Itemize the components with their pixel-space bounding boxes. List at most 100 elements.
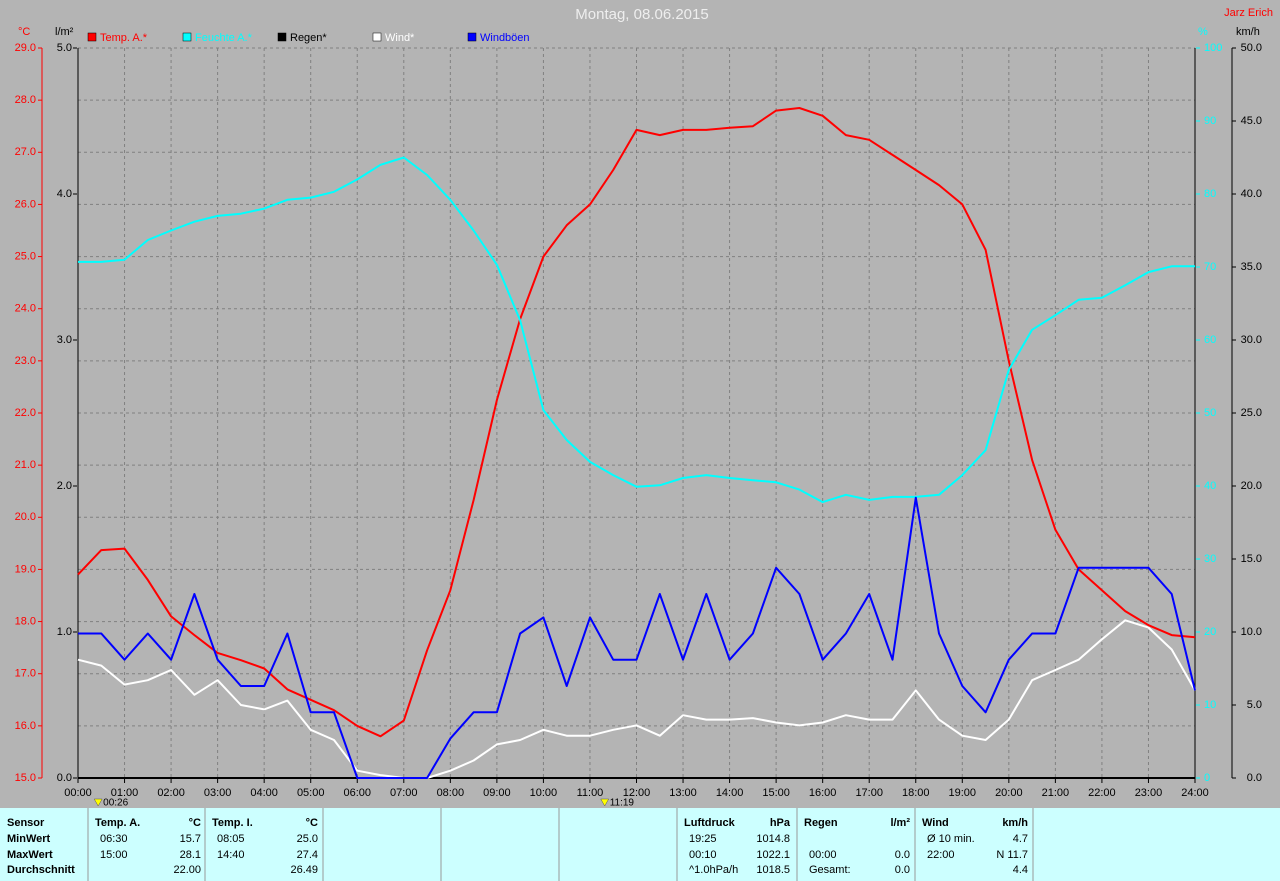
y4-tick-label: 10.0 bbox=[1241, 626, 1262, 638]
x-tick-label: 07:00 bbox=[390, 787, 418, 799]
x-tick-label: 00:00 bbox=[64, 787, 92, 799]
chart-title: Montag, 08.06.2015 bbox=[575, 6, 708, 23]
x-tick-label: 20:00 bbox=[995, 787, 1023, 799]
series-line bbox=[77, 619, 1196, 779]
y3-tick-label: 2.0 bbox=[57, 480, 72, 492]
y2-tick-label: 80 bbox=[1204, 188, 1216, 200]
y-tick-label: 27.0 bbox=[15, 146, 36, 158]
y4-tick-label: 50.0 bbox=[1241, 42, 1262, 54]
cell-value: 0.0 bbox=[895, 849, 910, 861]
cell-label: ^1.0hPa/h bbox=[689, 864, 738, 876]
y2-tick-label: 60 bbox=[1204, 334, 1216, 346]
legend-swatch bbox=[372, 32, 382, 42]
y-tick-label: 18.0 bbox=[15, 615, 36, 627]
row-label: Durchschnitt bbox=[7, 864, 75, 876]
group-unit: °C bbox=[189, 817, 201, 829]
y-tick-label: 29.0 bbox=[15, 42, 36, 54]
cell-label: 06:30 bbox=[100, 833, 128, 845]
x-tick-label: 13:00 bbox=[669, 787, 697, 799]
group-unit: hPa bbox=[770, 817, 791, 829]
cell-label: 00:00 bbox=[809, 849, 837, 861]
x-tick-label: 23:00 bbox=[1135, 787, 1163, 799]
marker-label: 11:19 bbox=[610, 798, 635, 809]
cell-label: 08:05 bbox=[217, 833, 245, 845]
stats-table bbox=[0, 808, 1280, 881]
y-tick-label: 16.0 bbox=[15, 720, 36, 732]
y3-tick-label: 3.0 bbox=[57, 334, 72, 346]
x-tick-label: 08:00 bbox=[437, 787, 465, 799]
y2-tick-label: 70 bbox=[1204, 261, 1216, 273]
y4-tick-label: 25.0 bbox=[1241, 407, 1262, 419]
y2-axis-unit: % bbox=[1198, 26, 1208, 38]
author: Jarz Erich bbox=[1224, 7, 1273, 19]
cell-label: 14:40 bbox=[217, 849, 245, 861]
x-tick-label: 11:00 bbox=[577, 787, 604, 799]
y4-tick-label: 40.0 bbox=[1241, 188, 1262, 200]
x-tick-label: 01:00 bbox=[111, 787, 139, 799]
x-tick-label: 14:00 bbox=[716, 787, 744, 799]
group-name: Temp. A. bbox=[95, 817, 140, 829]
y4-tick-label: 0.0 bbox=[1247, 772, 1262, 784]
y4-tick-label: 30.0 bbox=[1241, 334, 1262, 346]
row-label: MaxWert bbox=[7, 849, 53, 861]
cell-value: 26.49 bbox=[290, 864, 318, 876]
legend-label: Temp. A.* bbox=[100, 32, 148, 44]
legend-label: Wind* bbox=[385, 32, 415, 44]
x-tick-label: 04:00 bbox=[250, 787, 278, 799]
cell-label: 00:10 bbox=[689, 849, 717, 861]
y2-tick-label: 0 bbox=[1204, 772, 1210, 784]
y4-axis-unit: km/h bbox=[1236, 26, 1260, 38]
cell-label: 15:00 bbox=[100, 849, 128, 861]
y-tick-label: 19.0 bbox=[15, 563, 36, 575]
legend-label: Feuchte A.* bbox=[195, 32, 253, 44]
cell-value: 1018.5 bbox=[756, 864, 790, 876]
cell-value: 1014.8 bbox=[756, 833, 790, 845]
y-tick-label: 23.0 bbox=[15, 355, 36, 367]
x-tick-label: 19:00 bbox=[949, 787, 977, 799]
cell-label: 19:25 bbox=[689, 833, 717, 845]
cell-value: 0.0 bbox=[895, 864, 910, 876]
y2-tick-label: 30 bbox=[1204, 553, 1216, 565]
x-tick-label: 15:00 bbox=[762, 787, 790, 799]
y-tick-label: 22.0 bbox=[15, 407, 36, 419]
cell-value: N 11.7 bbox=[996, 849, 1028, 861]
x-tick-label: 22:00 bbox=[1088, 787, 1116, 799]
group-unit: l/m² bbox=[890, 817, 910, 829]
cell-value: 25.0 bbox=[297, 833, 318, 845]
marker-icon bbox=[93, 798, 103, 807]
cell-label: Gesamt: bbox=[809, 864, 851, 876]
row-label: Sensor bbox=[7, 817, 45, 829]
marker-icon bbox=[600, 798, 610, 807]
x-tick-label: 02:00 bbox=[157, 787, 185, 799]
legend-label: Windböen bbox=[480, 32, 530, 44]
y3-tick-label: 4.0 bbox=[57, 188, 72, 200]
x-tick-label: 17:00 bbox=[855, 787, 883, 799]
x-tick-label: 12:00 bbox=[623, 787, 651, 799]
y2-tick-label: 100 bbox=[1204, 42, 1222, 54]
y4-tick-label: 45.0 bbox=[1241, 115, 1262, 127]
y2-tick-label: 10 bbox=[1204, 699, 1216, 711]
group-name: Wind bbox=[922, 817, 949, 829]
y3-tick-label: 1.0 bbox=[57, 626, 72, 638]
row-label: MinWert bbox=[7, 833, 51, 845]
y4-tick-label: 20.0 bbox=[1241, 480, 1262, 492]
y-tick-label: 17.0 bbox=[15, 668, 36, 680]
y-tick-label: 24.0 bbox=[15, 303, 36, 315]
x-tick-label: 16:00 bbox=[809, 787, 837, 799]
legend-label: Regen* bbox=[290, 32, 327, 44]
y2-tick-label: 20 bbox=[1204, 626, 1216, 638]
cell-value: 28.1 bbox=[180, 849, 201, 861]
y3-axis-unit: l/m² bbox=[55, 26, 74, 38]
legend-swatch bbox=[467, 32, 477, 42]
y-tick-label: 28.0 bbox=[15, 94, 36, 106]
group-name: Regen bbox=[804, 817, 838, 829]
x-tick-label: 05:00 bbox=[297, 787, 325, 799]
cell-value: 4.7 bbox=[1013, 833, 1028, 845]
x-tick-label: 24:00 bbox=[1181, 787, 1209, 799]
cell-value: 22.00 bbox=[173, 864, 201, 876]
cell-value: 15.7 bbox=[180, 833, 201, 845]
cell-label: Ø 10 min. bbox=[927, 833, 975, 845]
y-tick-label: 26.0 bbox=[15, 198, 36, 210]
